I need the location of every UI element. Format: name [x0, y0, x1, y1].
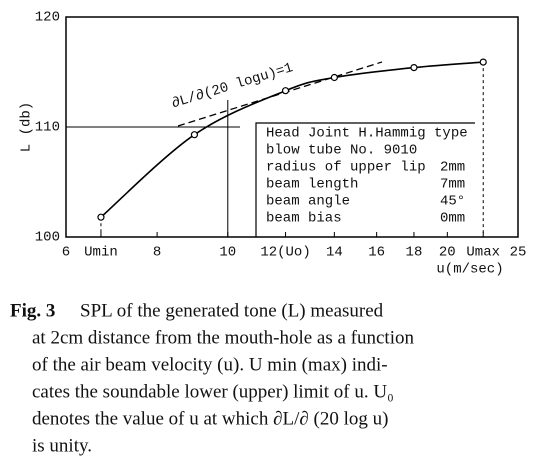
y-tick-label: 120: [35, 10, 60, 26]
info-text: blow tube No. 9010: [266, 143, 417, 159]
x-tick-label: 20: [439, 245, 456, 261]
tangent-line: [177, 61, 383, 127]
x-tick-label: 16: [368, 245, 385, 261]
x-tick-label: Umax: [466, 245, 500, 261]
data-point: [281, 87, 290, 95]
annotation: ∂L/∂(20 logu)=1: [170, 60, 295, 112]
caption-line: SPL of the generated tone (L) measured: [80, 300, 384, 321]
data-point: [410, 63, 418, 72]
data-point: [479, 58, 487, 66]
x-tick-label: 10: [219, 245, 236, 261]
info-value: 45°: [440, 194, 465, 210]
data-point: [190, 131, 199, 139]
caption-line: denotes the value of u at which ∂L/∂ (20…: [32, 408, 388, 429]
y-tick-label: 100: [35, 230, 60, 246]
info-value: 7mm: [440, 177, 465, 193]
caption-label: Fig. 3: [10, 300, 55, 321]
caption-line: at 2cm distance from the mouth-hole as a…: [32, 327, 414, 348]
x-tick-label: 25: [510, 245, 527, 261]
data-point: [97, 213, 105, 221]
info-text: beam angle: [266, 194, 350, 210]
info-text: radius of upper lip: [266, 160, 426, 176]
x-tick-label: Umin: [84, 245, 118, 261]
y-tick-label: 110: [35, 120, 60, 136]
x-tick-label: 12(Uo): [260, 245, 310, 261]
x-axis-label: u(m/sec): [436, 262, 503, 278]
data-point: [330, 73, 338, 82]
info-value: 0mm: [440, 211, 465, 227]
x-tick-label: 14: [326, 245, 343, 261]
caption-line: is unity.: [32, 435, 92, 456]
info-text: beam length: [266, 177, 358, 193]
x-tick-label: 8: [153, 245, 161, 261]
caption-line: of the air beam velocity (u). U min (max…: [32, 354, 388, 375]
caption-line: cates the soundable lower (upper) limit …: [32, 381, 394, 402]
x-tick-label: 6: [62, 245, 70, 261]
info-value: 2mm: [440, 160, 465, 176]
x-tick-label: 18: [406, 245, 423, 261]
info-text: beam bias: [266, 211, 342, 227]
y-axis-label: L (db): [19, 102, 35, 152]
info-text: Head Joint H.Hammig type: [266, 126, 468, 142]
info-box: [255, 122, 475, 237]
